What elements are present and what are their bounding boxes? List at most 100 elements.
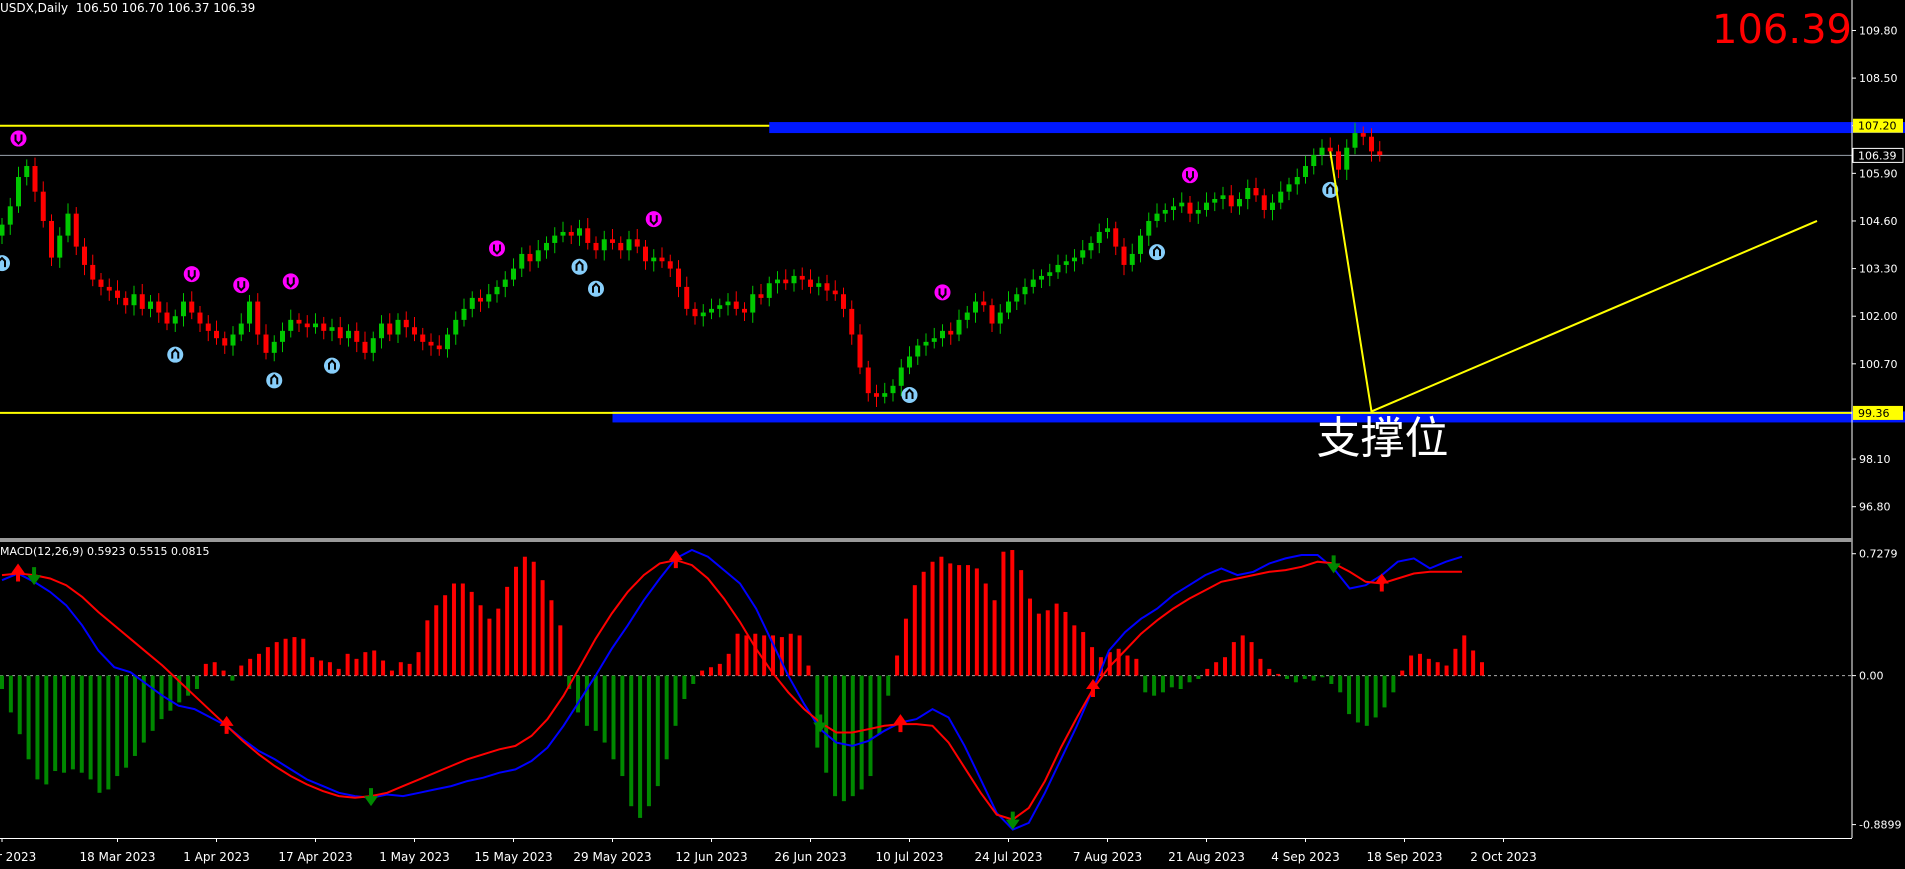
candle-body (725, 301, 731, 306)
candle-body (494, 286, 500, 295)
candle-body (857, 334, 863, 368)
candle-body (57, 235, 63, 258)
candle-body (1047, 272, 1053, 276)
macd-histogram-bar (248, 658, 253, 676)
top-fractal-marker (934, 284, 951, 301)
candle-body (1121, 246, 1127, 265)
price-pane: 压力位支撑位 (0, 122, 1905, 464)
macd-histogram-bar (1107, 652, 1112, 676)
candle-body (1278, 191, 1284, 203)
price-y-tick-label: 102.00 (1859, 310, 1898, 323)
candle-body (667, 261, 673, 269)
candle-body (337, 327, 343, 339)
candle-body (1179, 202, 1185, 207)
x-tick-label: 1 May 2023 (379, 850, 450, 864)
candle-body (1352, 133, 1358, 148)
macd-histogram-bar (992, 600, 997, 676)
candle-body (733, 301, 739, 309)
macd-histogram-bar (1090, 647, 1095, 676)
macd-histogram-bar (407, 663, 412, 676)
macd-histogram-bar (638, 675, 643, 818)
candle-body (1319, 147, 1325, 156)
candle-body (16, 177, 21, 207)
macd-histogram-bar (398, 662, 403, 676)
candle-body (461, 308, 467, 320)
top-fractal-marker (489, 240, 505, 257)
x-tick-label: 10 Jul 2023 (876, 850, 944, 864)
fractal-arrow (1326, 183, 1335, 194)
support-label: 支撑位 (1317, 413, 1449, 464)
candle-body (346, 330, 351, 339)
macd-histogram-bar (841, 675, 846, 802)
fractal-circle (1149, 244, 1165, 261)
candle-body (502, 279, 508, 287)
candle-body (1129, 253, 1135, 265)
macd-histogram-bar (1160, 675, 1165, 693)
candle-body (907, 356, 912, 368)
price-tag-label: 106.39 (1858, 149, 1897, 162)
candle-body (131, 294, 137, 306)
macd-histogram-bar (8, 675, 13, 713)
macd-histogram-bar (850, 675, 855, 797)
macd-histogram-bar (620, 675, 625, 777)
current-price-big: 106.39 (1712, 7, 1852, 53)
candle-body (304, 323, 310, 328)
macd-histogram-bar (239, 665, 244, 676)
bullish-cross-arrow (11, 563, 26, 582)
resistance-zone (769, 122, 1905, 134)
macd-histogram-bar (389, 670, 394, 676)
candle-body (82, 246, 87, 265)
bottom-fractal-marker (1149, 244, 1165, 261)
candle-body (32, 166, 38, 192)
candle-body (519, 253, 525, 269)
x-tick-label: 17 Apr 2023 (278, 850, 352, 864)
candle-body (676, 268, 681, 287)
candle-body (205, 323, 211, 331)
macd-histogram-bar (141, 675, 146, 743)
bullish-cross-arrow (893, 714, 908, 733)
macd-histogram-bar (1169, 675, 1174, 688)
candle-body (577, 228, 582, 236)
macd-histogram-bar (1116, 648, 1121, 676)
candle-body (874, 393, 879, 397)
candle-body (362, 341, 368, 353)
fractal-arrow (328, 359, 336, 370)
top-fractal-marker (645, 211, 662, 228)
macd-histogram-bar (1276, 673, 1281, 676)
candle-body (7, 206, 13, 225)
candle-body (1360, 133, 1366, 137)
macd-histogram-bar (478, 605, 483, 676)
macd-histogram-bar (806, 665, 811, 676)
candle-body (560, 231, 566, 236)
macd-histogram-bar (1222, 657, 1227, 676)
x-tick-label: 29 May 2023 (573, 850, 651, 864)
price-y-tick-label: 96.80 (1859, 501, 1891, 514)
candle-body (940, 330, 945, 339)
candle-body (412, 327, 417, 335)
candle-body (1096, 231, 1102, 243)
projection-path (1329, 151, 1818, 413)
candle-body (544, 242, 549, 251)
candle-body (684, 286, 690, 309)
candle-body (65, 213, 71, 236)
macd-histogram-bar (1338, 675, 1343, 693)
macd-histogram-bar (824, 675, 829, 773)
candle-body (882, 393, 888, 397)
candle-body (898, 367, 904, 386)
macd-pane (0, 548, 1852, 831)
macd-histogram-bar (327, 662, 332, 676)
macd-histogram-bar (1001, 551, 1006, 676)
macd-histogram-bar (221, 670, 226, 676)
macd-histogram-bar (753, 633, 758, 676)
macd-histogram-bar (1444, 665, 1449, 676)
macd-histogram-bar (336, 668, 341, 676)
macd-histogram-bar (611, 675, 616, 760)
macd-y-tick-label: -0.8899 (1859, 819, 1901, 832)
support-zone (612, 411, 1905, 423)
candle-body (659, 257, 665, 262)
candle-body (717, 305, 723, 309)
macd-histogram-bar (1125, 655, 1130, 676)
candle-body (354, 330, 360, 342)
macd-histogram-bar (655, 675, 660, 787)
fractal-arrow (237, 281, 246, 292)
